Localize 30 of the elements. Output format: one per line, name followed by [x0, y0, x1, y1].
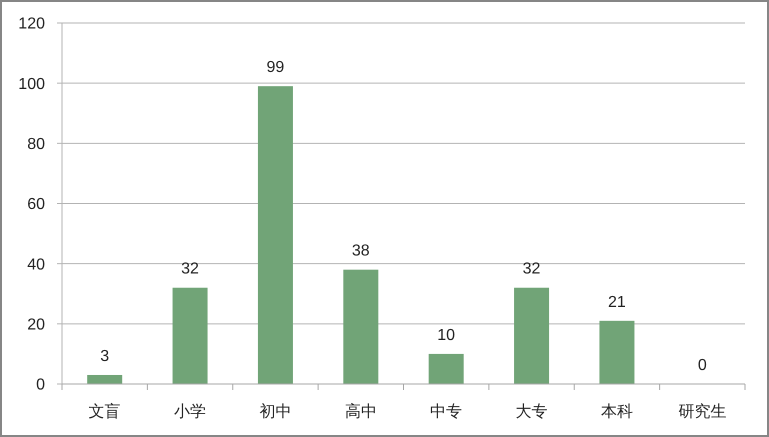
bar — [172, 288, 208, 384]
x-tick-label: 中专 — [430, 402, 462, 421]
data-label: 21 — [608, 294, 626, 311]
data-label: 3 — [100, 348, 110, 365]
y-tick-label: 80 — [27, 136, 46, 153]
y-tick-label: 0 — [36, 376, 46, 394]
bar — [428, 354, 464, 384]
bar — [343, 270, 378, 384]
x-tick-label: 小学 — [174, 402, 206, 421]
y-tick-label: 100 — [18, 76, 46, 93]
data-label: 10 — [437, 326, 456, 344]
bar — [514, 288, 550, 384]
bar — [599, 320, 634, 384]
data-label: 99 — [266, 59, 284, 76]
x-tick-label: 高中 — [344, 402, 377, 421]
y-tick-label: 60 — [27, 196, 46, 214]
data-label: 38 — [352, 242, 370, 260]
x-tick-label: 本科 — [600, 402, 633, 421]
x-tick-label: 研究生 — [678, 402, 726, 421]
data-label: 32 — [522, 260, 541, 278]
bar — [258, 86, 293, 384]
x-tick-label: 文盲 — [88, 402, 121, 421]
bar — [87, 374, 122, 384]
x-tick-label: 初中 — [259, 402, 292, 421]
y-tick-label: 40 — [27, 256, 46, 274]
y-tick-label: 120 — [18, 16, 46, 33]
data-label: 0 — [698, 357, 707, 374]
data-label: 32 — [181, 260, 200, 278]
x-tick-label: 大专 — [516, 402, 548, 421]
y-tick-label: 20 — [27, 316, 46, 334]
